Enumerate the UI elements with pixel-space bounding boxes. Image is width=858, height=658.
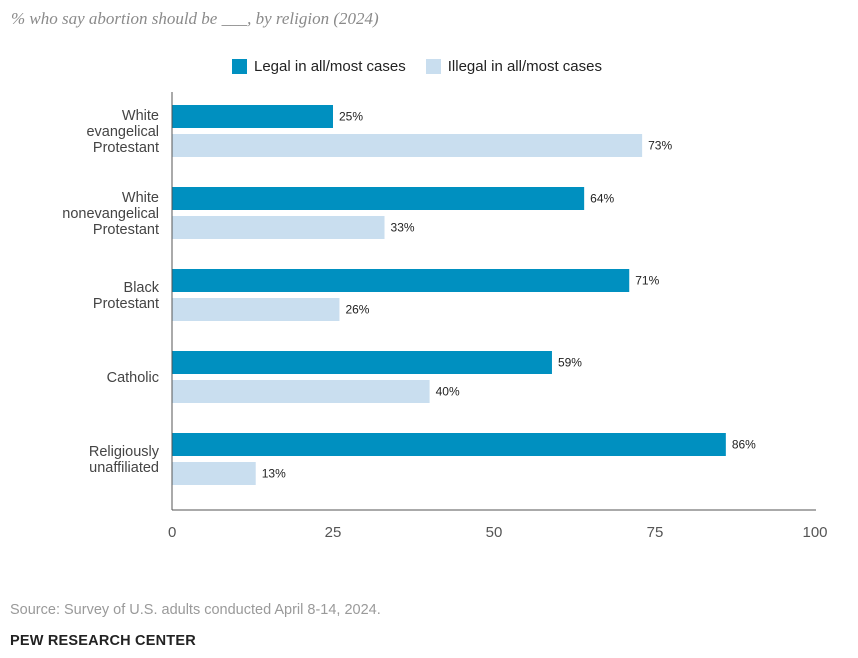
bar-illegal-0 <box>172 134 643 157</box>
category-label-0-2: Protestant <box>93 140 159 156</box>
category-label-0-1: evangelical <box>86 124 159 140</box>
category-label-1-2: Protestant <box>93 222 159 238</box>
legend-swatch-illegal <box>425 59 441 74</box>
value-label-illegal-0: 73% <box>648 139 672 153</box>
legend-item-legal: Legal in all/most cases <box>232 58 406 75</box>
value-label-legal-3: 59% <box>558 356 582 370</box>
x-tick-label-0: 0 <box>168 524 176 541</box>
bar-illegal-3 <box>172 380 430 403</box>
bar-legal-1 <box>172 187 585 210</box>
category-label-2-1: Protestant <box>93 296 159 312</box>
category-label-4-0: Religiously <box>89 444 160 460</box>
value-label-legal-2: 71% <box>635 274 659 288</box>
value-label-illegal-3: 40% <box>436 385 460 399</box>
category-label-0-0: White <box>122 108 159 124</box>
legend-label-legal: Legal in all/most cases <box>254 58 406 75</box>
legend-swatch-legal <box>232 59 247 74</box>
bar-illegal-2 <box>172 298 340 321</box>
chart-legend: Legal in all/most cases Illegal in all/m… <box>232 58 622 75</box>
brand-logo-text: PEW RESEARCH CENTER <box>10 633 196 649</box>
bar-chart: 25%73%WhiteevangelicalProtestant64%33%Wh… <box>62 92 828 541</box>
legend-label-illegal: Illegal in all/most cases <box>447 58 602 75</box>
bar-legal-3 <box>172 351 552 374</box>
legend-item-illegal: Illegal in all/most cases <box>425 58 602 75</box>
bar-illegal-4 <box>172 462 256 485</box>
chart-subtitle: % who say abortion should be ___, by rel… <box>11 9 379 28</box>
bar-legal-2 <box>172 269 630 292</box>
x-tick-label-50: 50 <box>486 524 503 541</box>
bar-legal-4 <box>172 433 726 456</box>
category-label-4-1: unaffiliated <box>89 460 159 476</box>
value-label-legal-1: 64% <box>590 192 614 206</box>
value-label-illegal-4: 13% <box>262 467 286 481</box>
x-tick-label-100: 100 <box>802 524 827 541</box>
category-label-1-0: White <box>122 190 159 206</box>
category-label-2-0: Black <box>124 280 160 296</box>
bar-legal-0 <box>172 105 333 128</box>
category-label-3-0: Catholic <box>107 370 159 386</box>
bar-illegal-1 <box>172 216 385 239</box>
value-label-legal-0: 25% <box>339 110 363 124</box>
value-label-illegal-2: 26% <box>345 303 369 317</box>
x-tick-label-25: 25 <box>325 524 342 541</box>
value-label-illegal-1: 33% <box>391 221 415 235</box>
value-label-legal-4: 86% <box>732 438 756 452</box>
x-tick-label-75: 75 <box>647 524 664 541</box>
source-note: Source: Survey of U.S. adults conducted … <box>10 602 381 618</box>
category-label-1-1: nonevangelical <box>62 206 159 222</box>
